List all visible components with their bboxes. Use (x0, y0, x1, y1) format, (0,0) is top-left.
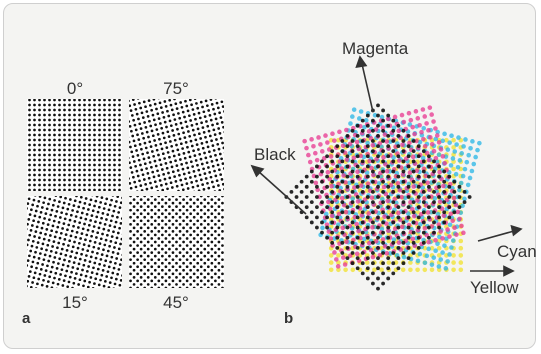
angle-label-45: 45° (163, 293, 189, 312)
ink-label-yellow: Yellow (470, 278, 519, 297)
screen-square-75deg (129, 99, 224, 191)
angle-label-75: 75° (163, 79, 189, 98)
arrow-yellow-head (503, 265, 515, 277)
panel-a-label: a (22, 310, 31, 327)
ink-label-black: Black (254, 145, 296, 164)
ink-screen-black (284, 103, 472, 291)
arrow-black (257, 170, 307, 215)
arrow-magenta (361, 63, 374, 113)
panel-b-label: b (284, 310, 293, 327)
angle-label-15: 15° (62, 293, 88, 312)
panel-a: 0° 75° 15° 45° a (22, 79, 224, 327)
screen-square-0deg (27, 99, 122, 191)
screen-square-45deg (129, 196, 224, 288)
screen-square-15deg (27, 196, 122, 288)
arrow-magenta-head (355, 55, 368, 68)
angle-label-0: 0° (67, 79, 83, 98)
arrow-cyan-head (510, 224, 523, 237)
arrow-black-head (250, 164, 265, 178)
ink-label-cyan: Cyan (497, 242, 537, 261)
arrow-cyan (477, 230, 515, 242)
panel-b: Magenta Black Cyan Yellow b (250, 39, 537, 327)
ink-label-magenta: Magenta (342, 39, 409, 58)
